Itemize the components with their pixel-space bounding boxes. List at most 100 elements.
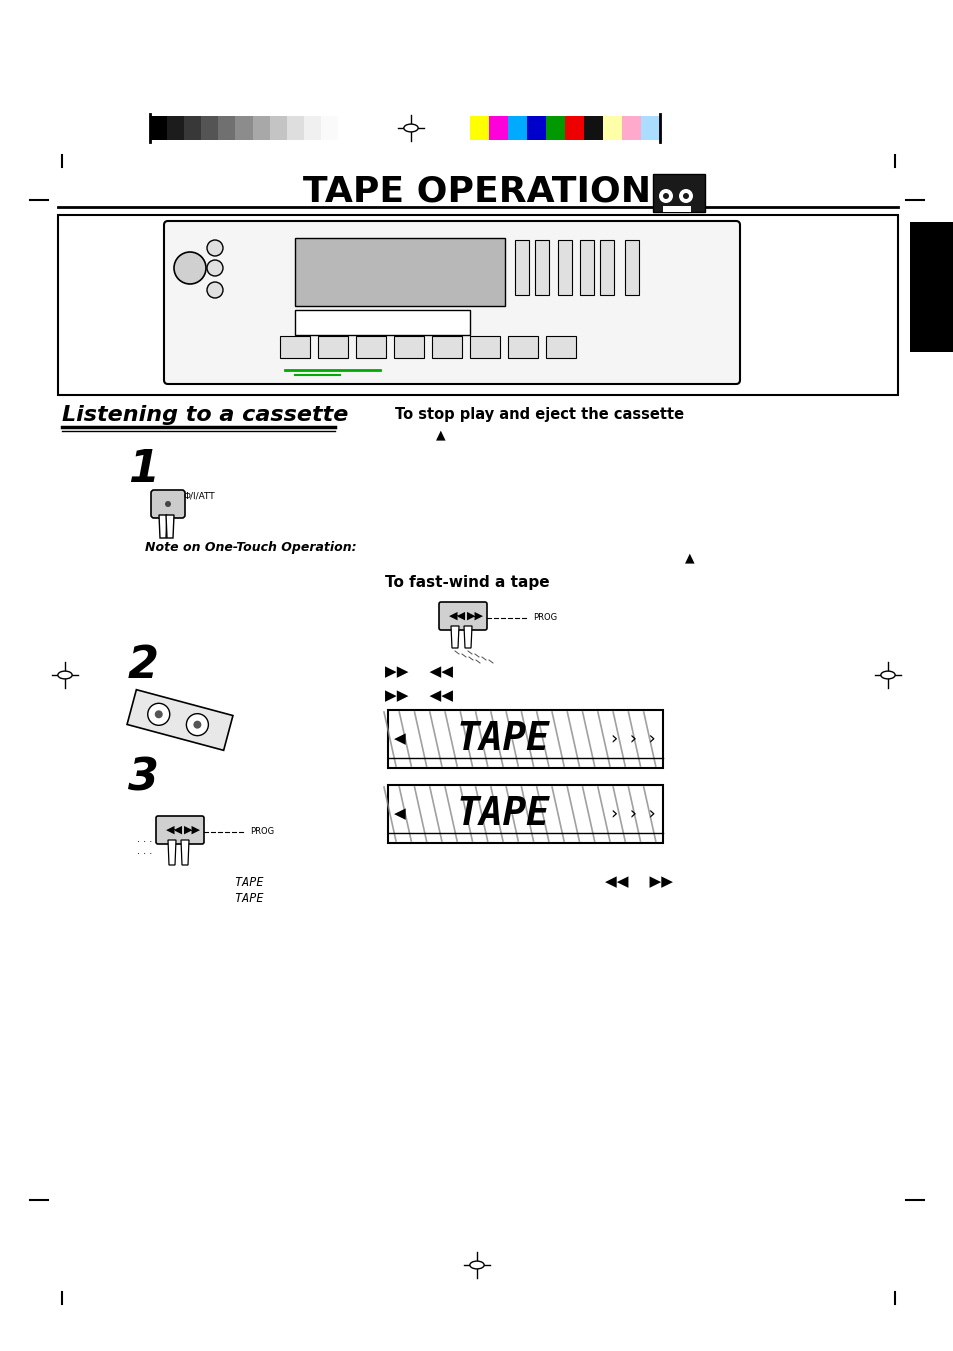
Bar bbox=[287, 116, 303, 141]
Polygon shape bbox=[127, 689, 233, 750]
Text: · · ·
· · ·: · · · · · · bbox=[137, 838, 152, 859]
Bar bbox=[526, 116, 545, 141]
Circle shape bbox=[659, 189, 672, 203]
Polygon shape bbox=[168, 840, 175, 865]
FancyBboxPatch shape bbox=[156, 816, 204, 844]
Circle shape bbox=[207, 240, 223, 255]
Bar bbox=[470, 336, 499, 358]
Bar bbox=[388, 785, 662, 843]
Bar bbox=[355, 336, 386, 358]
Circle shape bbox=[173, 253, 206, 284]
Circle shape bbox=[207, 282, 223, 299]
Polygon shape bbox=[463, 626, 472, 648]
Polygon shape bbox=[451, 626, 458, 648]
Circle shape bbox=[207, 259, 223, 276]
Circle shape bbox=[148, 704, 170, 725]
Bar bbox=[602, 116, 621, 141]
Bar bbox=[294, 309, 470, 335]
Text: Note on One-Touch Operation:: Note on One-Touch Operation: bbox=[145, 542, 356, 554]
Text: ▶▶    ◀◀: ▶▶ ◀◀ bbox=[385, 689, 453, 704]
Text: ◀: ◀ bbox=[394, 731, 405, 747]
Text: ◀◀    ▶▶: ◀◀ ▶▶ bbox=[604, 874, 672, 889]
Polygon shape bbox=[181, 840, 189, 865]
Text: TAPE: TAPE bbox=[456, 794, 550, 834]
Bar bbox=[640, 116, 659, 141]
Circle shape bbox=[679, 189, 692, 203]
Text: ▶▶: ▶▶ bbox=[183, 825, 200, 835]
Circle shape bbox=[662, 193, 668, 199]
Bar bbox=[394, 336, 423, 358]
Text: ▲: ▲ bbox=[436, 428, 445, 442]
Bar bbox=[235, 116, 253, 141]
Text: ▶▶: ▶▶ bbox=[466, 611, 483, 621]
Bar bbox=[564, 116, 583, 141]
Bar bbox=[583, 116, 602, 141]
Bar bbox=[579, 240, 594, 295]
Bar bbox=[280, 336, 310, 358]
Bar bbox=[558, 240, 572, 295]
Text: TAPE OPERATIONS: TAPE OPERATIONS bbox=[302, 176, 677, 209]
Bar bbox=[470, 116, 489, 141]
Text: To fast-wind a tape: To fast-wind a tape bbox=[385, 576, 549, 590]
Bar bbox=[535, 240, 548, 295]
Text: To stop play and eject the cassette: To stop play and eject the cassette bbox=[395, 408, 683, 423]
Text: ›  ›  ›: › › › bbox=[610, 730, 655, 748]
Bar bbox=[652, 174, 704, 212]
Bar bbox=[489, 116, 507, 141]
Bar bbox=[184, 116, 201, 141]
Text: TAPE: TAPE bbox=[234, 892, 292, 905]
Bar bbox=[909, 222, 953, 353]
Bar bbox=[270, 116, 287, 141]
Ellipse shape bbox=[470, 1260, 483, 1269]
Ellipse shape bbox=[403, 124, 417, 132]
Circle shape bbox=[682, 193, 688, 199]
Text: ›  ›  ›: › › › bbox=[610, 805, 655, 823]
Bar bbox=[432, 336, 461, 358]
Bar bbox=[303, 116, 320, 141]
Text: PROG: PROG bbox=[250, 828, 274, 836]
FancyBboxPatch shape bbox=[151, 490, 185, 517]
Text: PROG: PROG bbox=[533, 613, 557, 623]
Bar bbox=[507, 116, 526, 141]
Bar bbox=[294, 238, 504, 305]
Circle shape bbox=[186, 713, 208, 736]
Bar bbox=[599, 240, 614, 295]
Bar bbox=[388, 711, 662, 767]
Bar bbox=[624, 240, 639, 295]
Polygon shape bbox=[159, 515, 167, 538]
Text: 3: 3 bbox=[128, 757, 159, 800]
Text: TAPE: TAPE bbox=[234, 875, 292, 889]
Circle shape bbox=[193, 720, 201, 728]
Ellipse shape bbox=[880, 671, 894, 680]
Circle shape bbox=[154, 711, 163, 719]
Bar bbox=[662, 205, 690, 212]
Text: ▲: ▲ bbox=[684, 551, 694, 565]
Bar bbox=[545, 336, 576, 358]
FancyBboxPatch shape bbox=[164, 222, 740, 384]
Bar bbox=[150, 116, 167, 141]
Polygon shape bbox=[166, 515, 173, 538]
Bar bbox=[317, 336, 348, 358]
Text: 1: 1 bbox=[128, 449, 159, 492]
Bar bbox=[545, 116, 564, 141]
Text: ◀: ◀ bbox=[394, 807, 405, 821]
Bar bbox=[621, 116, 640, 141]
Bar bbox=[218, 116, 235, 141]
Bar bbox=[507, 336, 537, 358]
Text: TAPE: TAPE bbox=[456, 720, 550, 758]
Text: ▶▶    ◀◀: ▶▶ ◀◀ bbox=[385, 665, 453, 680]
Text: 2: 2 bbox=[128, 643, 159, 686]
Circle shape bbox=[165, 501, 171, 507]
Bar bbox=[253, 116, 270, 141]
Bar bbox=[320, 116, 337, 141]
Text: ◀◀: ◀◀ bbox=[165, 825, 182, 835]
Bar bbox=[58, 215, 897, 394]
Text: Listening to a cassette: Listening to a cassette bbox=[62, 405, 348, 426]
Bar bbox=[201, 116, 218, 141]
Ellipse shape bbox=[58, 671, 72, 680]
Text: Φ/I/ATT: Φ/I/ATT bbox=[184, 492, 215, 500]
Bar bbox=[515, 240, 529, 295]
Text: ◀◀: ◀◀ bbox=[448, 611, 465, 621]
FancyBboxPatch shape bbox=[438, 603, 486, 630]
Bar bbox=[167, 116, 184, 141]
